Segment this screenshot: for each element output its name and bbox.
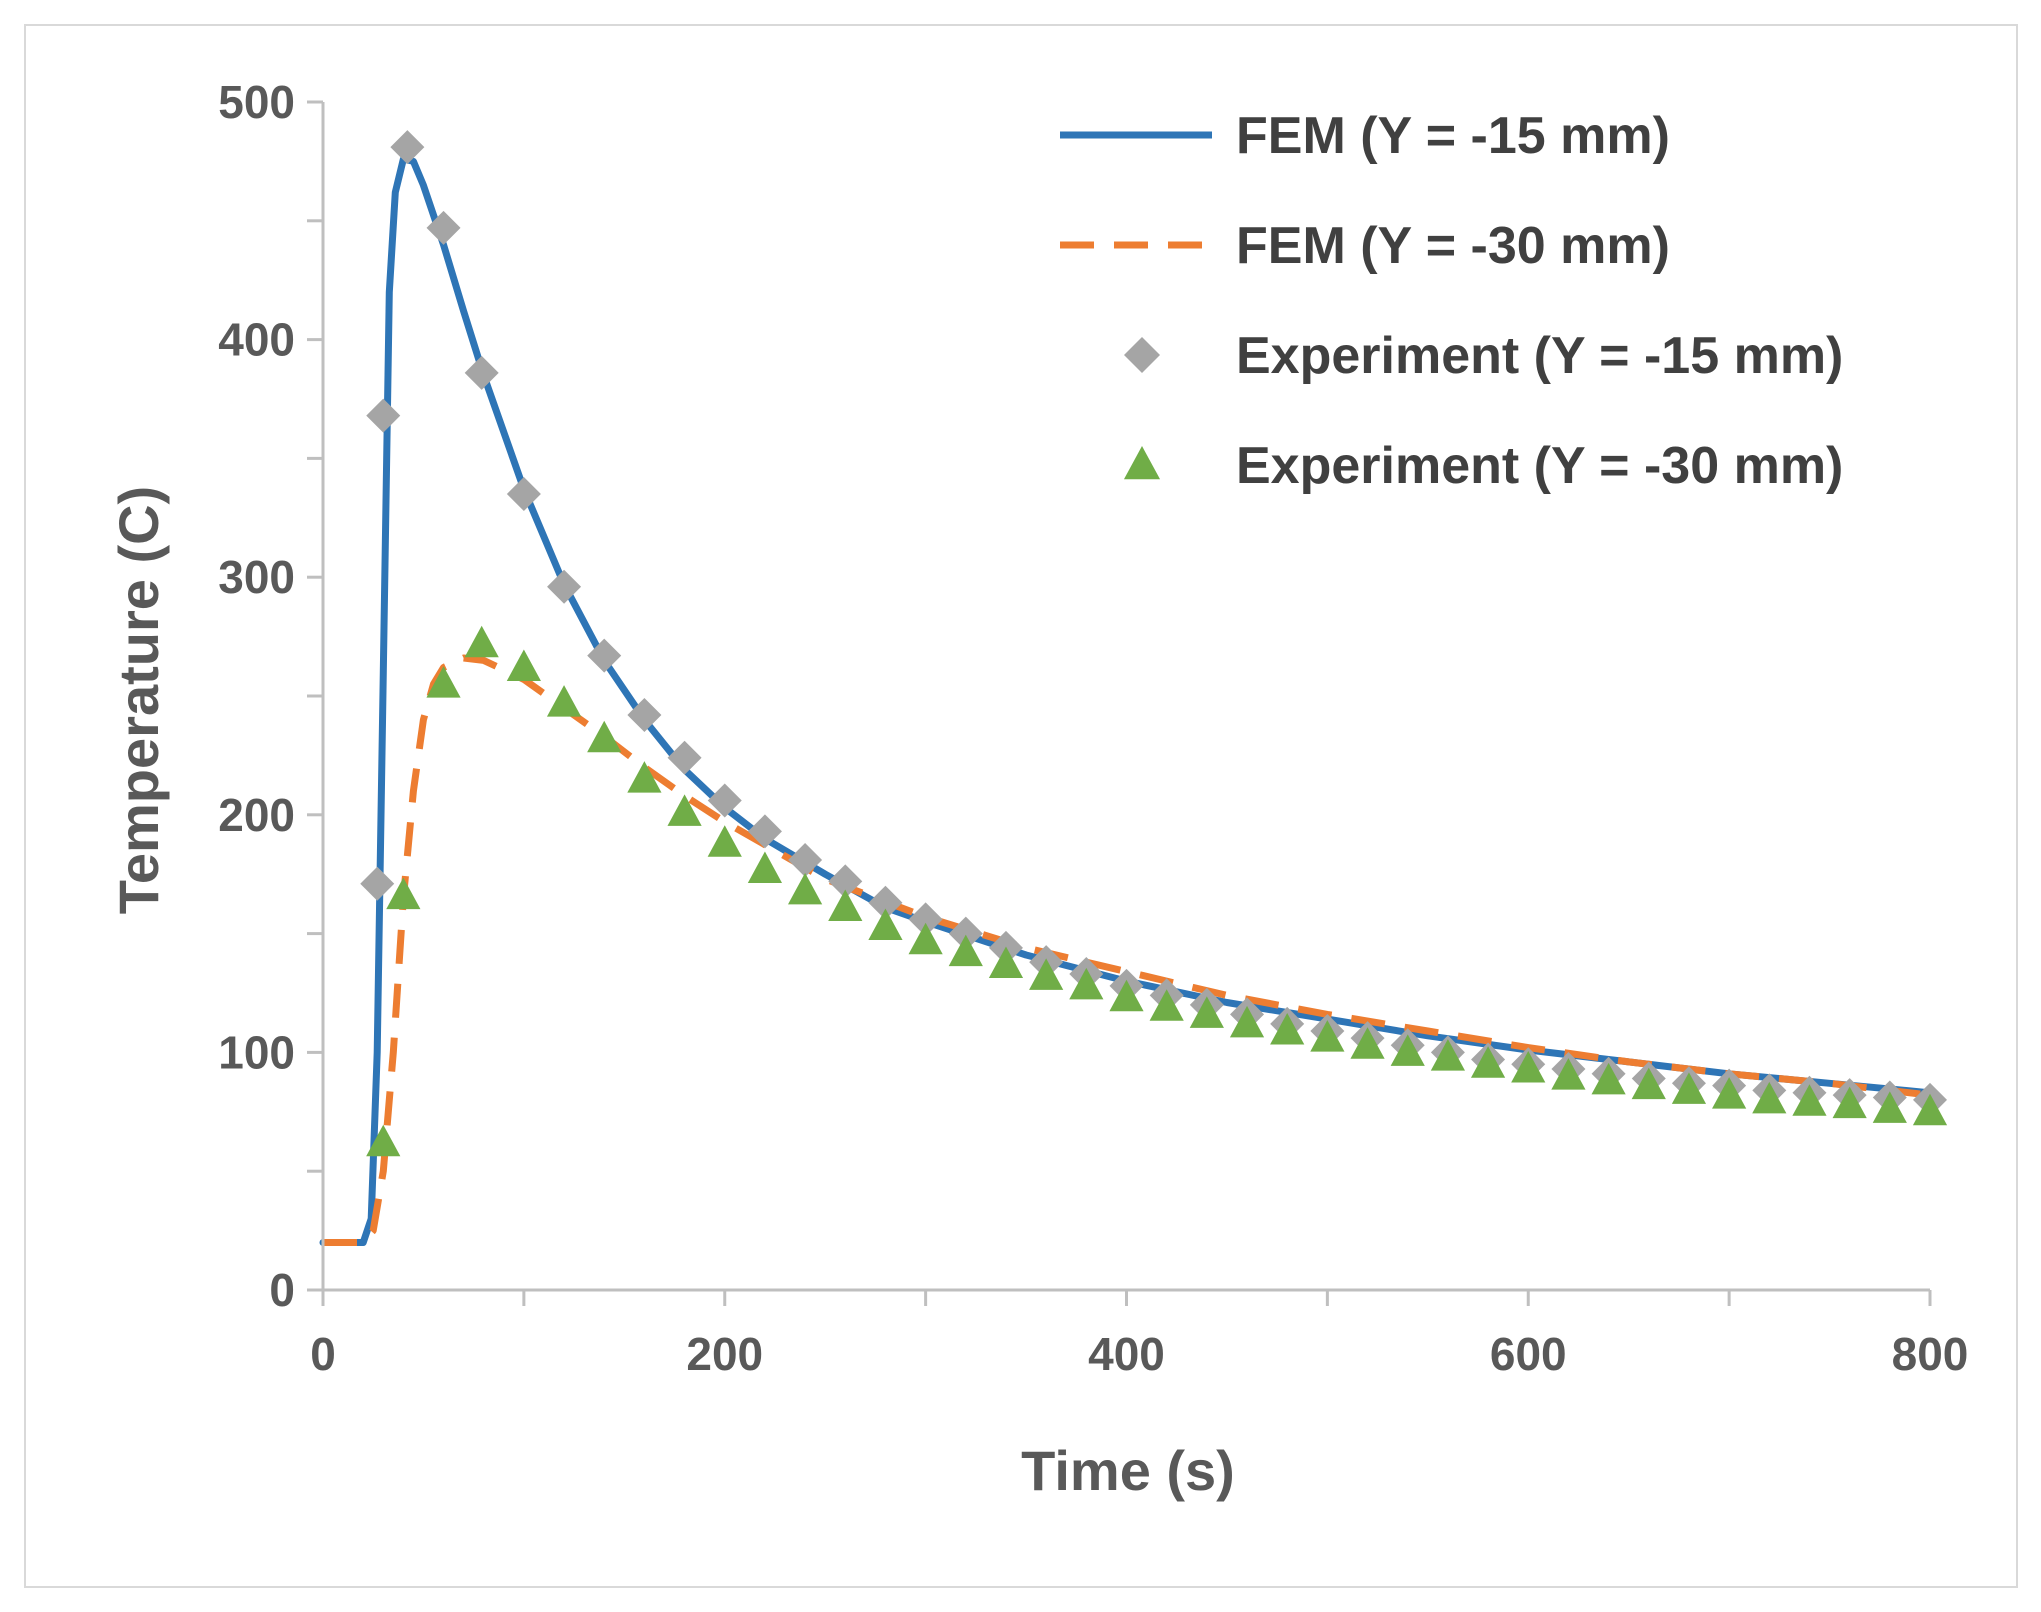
x-tick-label: 200 [686, 1328, 763, 1380]
experiment-30mm-marker [788, 872, 823, 905]
experiment-30mm-marker [1631, 1067, 1666, 1100]
experiment-15mm-marker [828, 864, 863, 899]
y-axis-title: Temperature (C) [107, 486, 170, 914]
chart-frame [24, 24, 2018, 1588]
experiment-15mm-marker [908, 902, 943, 937]
experiment-30mm-marker [386, 877, 421, 910]
experiment-15mm-marker [366, 398, 401, 433]
y-tick-label: 100 [218, 1026, 295, 1078]
experiment-30mm-marker [1712, 1077, 1747, 1109]
y-tick-label: 200 [218, 789, 295, 841]
legend-label: FEM (Y = -30 mm) [1236, 217, 1670, 275]
experiment-30mm-marker [828, 889, 863, 921]
fem-30mm-line [323, 654, 1931, 1246]
experiment-30mm-marker [1832, 1086, 1867, 1119]
experiment-30mm-marker [1109, 979, 1144, 1012]
y-tick-label: 500 [218, 76, 295, 128]
experiment-30mm-marker [587, 720, 622, 753]
experiment-30mm-marker [988, 946, 1024, 978]
experiment-15mm-marker [747, 814, 782, 849]
experiment-15mm-marker [587, 638, 622, 673]
legend-label: Experiment (Y = -15 mm) [1236, 327, 1843, 385]
experiment-30mm-marker [1229, 1005, 1265, 1038]
y-tick-label: 300 [218, 551, 295, 603]
x-tick-label: 600 [1490, 1328, 1567, 1380]
experiment-15mm-marker [707, 783, 742, 818]
experiment-30mm-marker [1872, 1091, 1907, 1123]
experiment-30mm-marker [546, 685, 582, 717]
x-tick-label: 0 [310, 1328, 336, 1380]
legend: FEM (Y = -15 mm) FEM (Y = -30 mm) Experime… [1060, 107, 1843, 495]
experiment-15mm-marker [627, 698, 662, 733]
experiment-15mm-marker [547, 569, 582, 604]
experiment-15mm-marker [948, 916, 983, 951]
experiment-30mm-marker [1310, 1020, 1345, 1052]
experiment-30mm-marker [707, 825, 742, 857]
y-tick-label: 0 [269, 1264, 295, 1316]
experiment-15mm-marker [390, 130, 425, 165]
experiment-15mm-marker [506, 477, 541, 512]
experiment-30mm-marker [667, 794, 702, 826]
experiment-30mm-marker [1511, 1051, 1546, 1083]
legend-label: FEM (Y = -15 mm) [1236, 107, 1670, 165]
legend-label: Experiment (Y = -30 mm) [1236, 437, 1843, 495]
experiment-30mm-marker [1069, 967, 1104, 1000]
axes-layer: 0 100 200 300 400 500 0 200 400 600 800 [218, 76, 1968, 1380]
experiment-30mm-marker [747, 851, 783, 883]
x-tick-label: 400 [1088, 1328, 1165, 1380]
experiment-30mm-marker [1270, 1013, 1305, 1045]
experiment-30mm-marker [1149, 989, 1184, 1021]
experiment-30mm-marker [1912, 1093, 1948, 1126]
marker-layer [360, 130, 1948, 1157]
experiment-30mm-marker [1350, 1027, 1385, 1059]
experiment-30mm-marker [1551, 1058, 1586, 1090]
experiment-30mm-marker [1792, 1084, 1827, 1116]
experiment-15mm-marker [360, 866, 395, 901]
experiment-30mm-marker [1029, 958, 1064, 990]
experiment-15mm-marker [788, 842, 823, 877]
x-axis-title: Time (s) [1021, 1439, 1235, 1502]
experiment-15mm-marker [464, 355, 499, 390]
x-tick-label: 800 [1892, 1328, 1969, 1380]
experiment-30mm-marker [1591, 1062, 1626, 1095]
experiment-30mm-marker [1189, 996, 1224, 1028]
experiment-30mm-marker [1390, 1034, 1425, 1066]
experiment-15mm-marker [426, 210, 461, 245]
experiment-15mm-marker [868, 885, 903, 920]
experiment-30mm-marker [1430, 1039, 1465, 1071]
legend-symbol-triangle [1123, 446, 1161, 480]
experiment-30mm-marker [1671, 1072, 1707, 1104]
legend-symbol-diamond [1124, 337, 1160, 373]
experiment-30mm-marker [948, 934, 983, 967]
experiment-30mm-marker [908, 922, 943, 955]
experiment-30mm-marker [1470, 1046, 1506, 1078]
experiment-30mm-marker [506, 649, 541, 681]
plot-area: 0 100 200 300 400 500 0 200 400 600 800 [218, 76, 1968, 1380]
experiment-15mm-marker [667, 740, 702, 775]
experiment-30mm-marker [627, 761, 662, 793]
experiment-30mm-marker [1752, 1081, 1787, 1114]
experiment-30mm-marker [366, 1124, 401, 1157]
experiment-30mm-marker [464, 625, 499, 658]
experiment-30mm-marker [868, 908, 903, 940]
experiment-30mm-marker [426, 666, 461, 698]
y-tick-label: 400 [218, 314, 295, 366]
